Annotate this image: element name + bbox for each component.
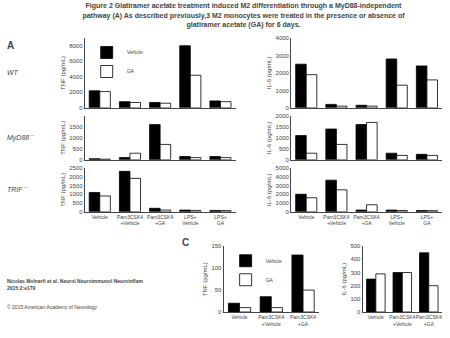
svg-text:Pam3CSK4+Vehicle: Pam3CSK4+Vehicle bbox=[323, 214, 349, 227]
svg-text:Vehicle: Vehicle bbox=[231, 314, 247, 320]
svg-text:Pam3CSK4+GA: Pam3CSK4+GA bbox=[416, 314, 442, 327]
svg-text:TNF (pg/mL): TNF (pg/mL) bbox=[60, 173, 66, 207]
svg-text:4000: 4000 bbox=[69, 74, 83, 80]
svg-text:0: 0 bbox=[79, 157, 83, 163]
svg-text:200: 200 bbox=[350, 283, 361, 289]
svg-text:A: A bbox=[7, 40, 14, 51]
svg-text:1500: 1500 bbox=[276, 124, 290, 130]
svg-text:IL-6 (pg/mL): IL-6 (pg/mL) bbox=[266, 57, 272, 90]
svg-text:Vehicle: Vehicle bbox=[266, 258, 282, 264]
svg-text:Pam3CSK4+Vehicle: Pam3CSK4+Vehicle bbox=[258, 314, 284, 327]
svg-text:Pam3CSK4+GA: Pam3CSK4+GA bbox=[147, 214, 173, 227]
svg-text:500: 500 bbox=[279, 146, 290, 152]
svg-text:1000: 1000 bbox=[69, 135, 83, 141]
svg-text:Nicolas Molnarfi et al. Neurol: Nicolas Molnarfi et al. Neurol Neuroimmu… bbox=[7, 278, 143, 291]
svg-text:5000: 5000 bbox=[276, 165, 290, 171]
svg-text:400: 400 bbox=[350, 256, 361, 262]
svg-text:WT: WT bbox=[7, 69, 19, 76]
svg-text:2000: 2000 bbox=[276, 70, 290, 76]
svg-text:8000: 8000 bbox=[69, 43, 83, 49]
svg-text:500: 500 bbox=[72, 146, 83, 152]
svg-text:0: 0 bbox=[79, 105, 83, 111]
svg-text:TNF (pg/mL): TNF (pg/mL) bbox=[60, 121, 66, 155]
svg-text:3000: 3000 bbox=[276, 183, 290, 189]
svg-text:1000: 1000 bbox=[69, 191, 83, 197]
svg-text:C: C bbox=[182, 237, 189, 248]
svg-text:1500: 1500 bbox=[69, 183, 83, 189]
svg-text:0: 0 bbox=[286, 209, 290, 215]
svg-text:Vehicle: Vehicle bbox=[127, 49, 143, 55]
svg-text:0: 0 bbox=[357, 309, 361, 315]
svg-text:IL-6 (pg/mL): IL-6 (pg/mL) bbox=[266, 173, 272, 206]
svg-text:1500: 1500 bbox=[69, 124, 83, 130]
svg-text:Vehicle: Vehicle bbox=[298, 214, 314, 220]
svg-text:© 2015 American Academy of Neu: © 2015 American Academy of Neurology bbox=[7, 304, 98, 310]
svg-text:TNF (pg/mL): TNF (pg/mL) bbox=[60, 56, 66, 90]
svg-text:Pam3CSK4+Vehicle: Pam3CSK4+Vehicle bbox=[117, 214, 143, 227]
svg-text:4000: 4000 bbox=[276, 174, 290, 180]
svg-text:Vehicle: Vehicle bbox=[92, 214, 108, 220]
svg-text:Pam3CSK4+Vehicle: Pam3CSK4+Vehicle bbox=[389, 314, 415, 327]
svg-text:1000: 1000 bbox=[276, 135, 290, 141]
svg-text:TRIF⁻⁻: TRIF⁻⁻ bbox=[7, 186, 29, 193]
svg-text:Pam3CSK4+GA: Pam3CSK4+GA bbox=[354, 214, 380, 227]
svg-text:2000: 2000 bbox=[276, 113, 290, 119]
svg-text:0: 0 bbox=[218, 309, 222, 315]
svg-text:2000: 2000 bbox=[276, 191, 290, 197]
svg-text:1000: 1000 bbox=[276, 200, 290, 206]
svg-text:TNF (pg/mL): TNF (pg/mL) bbox=[202, 262, 208, 296]
svg-text:0: 0 bbox=[286, 105, 290, 111]
svg-text:100: 100 bbox=[350, 296, 361, 302]
svg-text:1000: 1000 bbox=[276, 88, 290, 94]
svg-text:300: 300 bbox=[350, 270, 361, 276]
svg-text:3000: 3000 bbox=[276, 53, 290, 59]
svg-text:150: 150 bbox=[211, 243, 222, 249]
svg-text:2000: 2000 bbox=[69, 89, 83, 95]
svg-text:100: 100 bbox=[211, 265, 222, 271]
svg-text:2000: 2000 bbox=[69, 174, 83, 180]
svg-text:GA: GA bbox=[127, 68, 135, 74]
svg-text:IL-6 (pg/mL): IL-6 (pg/mL) bbox=[341, 263, 347, 296]
svg-text:4000: 4000 bbox=[276, 35, 290, 41]
svg-text:GA: GA bbox=[266, 277, 274, 283]
svg-text:500: 500 bbox=[72, 200, 83, 206]
svg-text:500: 500 bbox=[350, 243, 361, 249]
svg-text:Pam3CSK4+GA: Pam3CSK4+GA bbox=[290, 314, 316, 327]
svg-text:MyD88⁻⁻: MyD88⁻⁻ bbox=[7, 134, 35, 142]
svg-text:50: 50 bbox=[215, 287, 222, 293]
svg-text:IL-6 (pg/mL): IL-6 (pg/mL) bbox=[266, 121, 272, 154]
svg-text:Figure 2 Glatiramer acetate tr: Figure 2 Glatiramer acetate treatment in… bbox=[82, 2, 405, 28]
svg-text:LPS+GA: LPS+GA bbox=[421, 214, 433, 227]
svg-text:Vehicle: Vehicle bbox=[368, 314, 384, 320]
svg-text:2500: 2500 bbox=[69, 165, 83, 171]
svg-text:LPS+Vehicle: LPS+Vehicle bbox=[389, 214, 405, 227]
svg-text:6000: 6000 bbox=[69, 58, 83, 64]
svg-text:LPS+Vehicle: LPS+Vehicle bbox=[182, 214, 198, 227]
svg-text:LPS+GA: LPS+GA bbox=[214, 214, 226, 227]
svg-text:0: 0 bbox=[286, 157, 290, 163]
svg-text:0: 0 bbox=[79, 209, 83, 215]
